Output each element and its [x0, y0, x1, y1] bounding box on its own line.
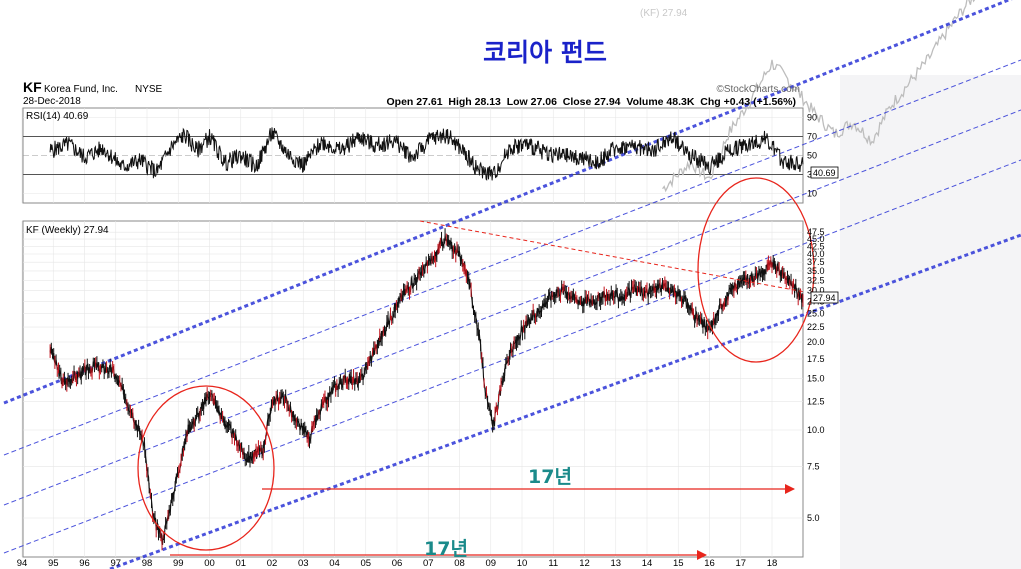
- x-tick-label: 14: [642, 558, 653, 569]
- span-upper-label: 17년: [528, 466, 572, 488]
- x-tick-label: 07: [423, 558, 434, 569]
- x-tick-label: 09: [485, 558, 496, 569]
- price-tick-label: 22.5: [807, 322, 825, 332]
- highlight-ellipse-right: [697, 177, 815, 363]
- price-tick-label: 42.5: [807, 241, 825, 251]
- price-tick-label: 45.0: [807, 234, 825, 244]
- rsi-tick-label: 50: [807, 151, 817, 161]
- x-tick-label: 00: [204, 558, 215, 569]
- x-tick-label: 01: [235, 558, 246, 569]
- x-tick-label: 02: [267, 558, 278, 569]
- price-value-box: [810, 291, 839, 304]
- price-tick-label: 47.5: [807, 227, 825, 237]
- x-tick-label: 18: [767, 558, 778, 569]
- chart-title: 코리아 펀드: [483, 38, 607, 67]
- x-tick-label: 06: [392, 558, 403, 569]
- x-tick-label: 13: [610, 558, 621, 569]
- price-series-line: [49, 235, 804, 545]
- price-tick-label: 5.0: [807, 513, 820, 523]
- ghost-label: (KF) 27.94: [640, 8, 688, 19]
- exchange: NYSE: [135, 84, 163, 95]
- trend-channel-line: [3, 109, 1021, 506]
- symbol: KF: [23, 79, 42, 95]
- highlight-ellipse-left: [137, 385, 275, 551]
- x-tick-label: 11: [548, 558, 558, 569]
- trend-channel-line: [3, 0, 1013, 405]
- rsi-value-box: [810, 166, 839, 179]
- price-tick-label: 20.0: [807, 337, 825, 347]
- price-tick-label: 12.5: [807, 397, 825, 407]
- company-name: Korea Fund, Inc.: [44, 84, 118, 95]
- x-tick-label: 03: [298, 558, 309, 569]
- x-tick-label: 12: [579, 558, 590, 569]
- chart-date: 28-Dec-2018: [23, 96, 81, 107]
- x-tick-label: 95: [48, 558, 59, 569]
- price-tick-label: 35.0: [807, 266, 825, 276]
- x-tick-label: 15: [673, 558, 684, 569]
- x-tick-label: 04: [329, 558, 340, 569]
- ghost-area: [840, 75, 1021, 569]
- ohlc-readout: Open 27.61 High 28.13 Low 27.06 Close 27…: [387, 96, 797, 108]
- price-tick-label: 37.5: [807, 257, 825, 267]
- rsi-tick-label: 90: [807, 113, 817, 123]
- x-tick-label: 98: [142, 558, 153, 569]
- x-tick-label: 16: [704, 558, 715, 569]
- price-tick-label: 7.5: [807, 462, 820, 472]
- price-label: KF (Weekly) 27.94: [26, 225, 109, 236]
- price-value-text: 27.94: [813, 293, 836, 303]
- span-lower-label: 17년: [424, 538, 468, 560]
- x-tick-label: 97: [110, 558, 121, 569]
- x-tick-label: 08: [454, 558, 465, 569]
- x-tick-label: 05: [360, 558, 371, 569]
- x-tick-label: 10: [517, 558, 528, 569]
- red-trendline: [419, 220, 806, 293]
- x-tick-label: 94: [17, 558, 28, 569]
- price-tick-label: 32.5: [807, 275, 825, 285]
- price-tick-label: 25.0: [807, 309, 825, 319]
- rsi-value-text: 40.69: [813, 168, 836, 178]
- price-tick-label: 40.0: [807, 249, 825, 259]
- x-tick-label: 99: [173, 558, 184, 569]
- rsi-tick-label: 70: [807, 132, 817, 142]
- trend-channel-line: [3, 59, 1021, 456]
- price-panel: [22, 220, 804, 558]
- trend-channel-line: [109, 233, 1021, 569]
- price-tick-label: 10.0: [807, 425, 825, 435]
- watermark: ©StockCharts.com: [716, 84, 800, 95]
- x-tick-label: 17: [735, 558, 746, 569]
- x-tick-label: 96: [79, 558, 90, 569]
- price-tick-label: 30.0: [807, 286, 825, 296]
- price-tick-label: 15.0: [807, 374, 825, 384]
- rsi-label: RSI(14) 40.69: [26, 111, 89, 122]
- price-tick-label: 17.5: [807, 354, 825, 364]
- rsi-tick-label: 10: [807, 189, 817, 199]
- rsi-series-line: [49, 127, 804, 181]
